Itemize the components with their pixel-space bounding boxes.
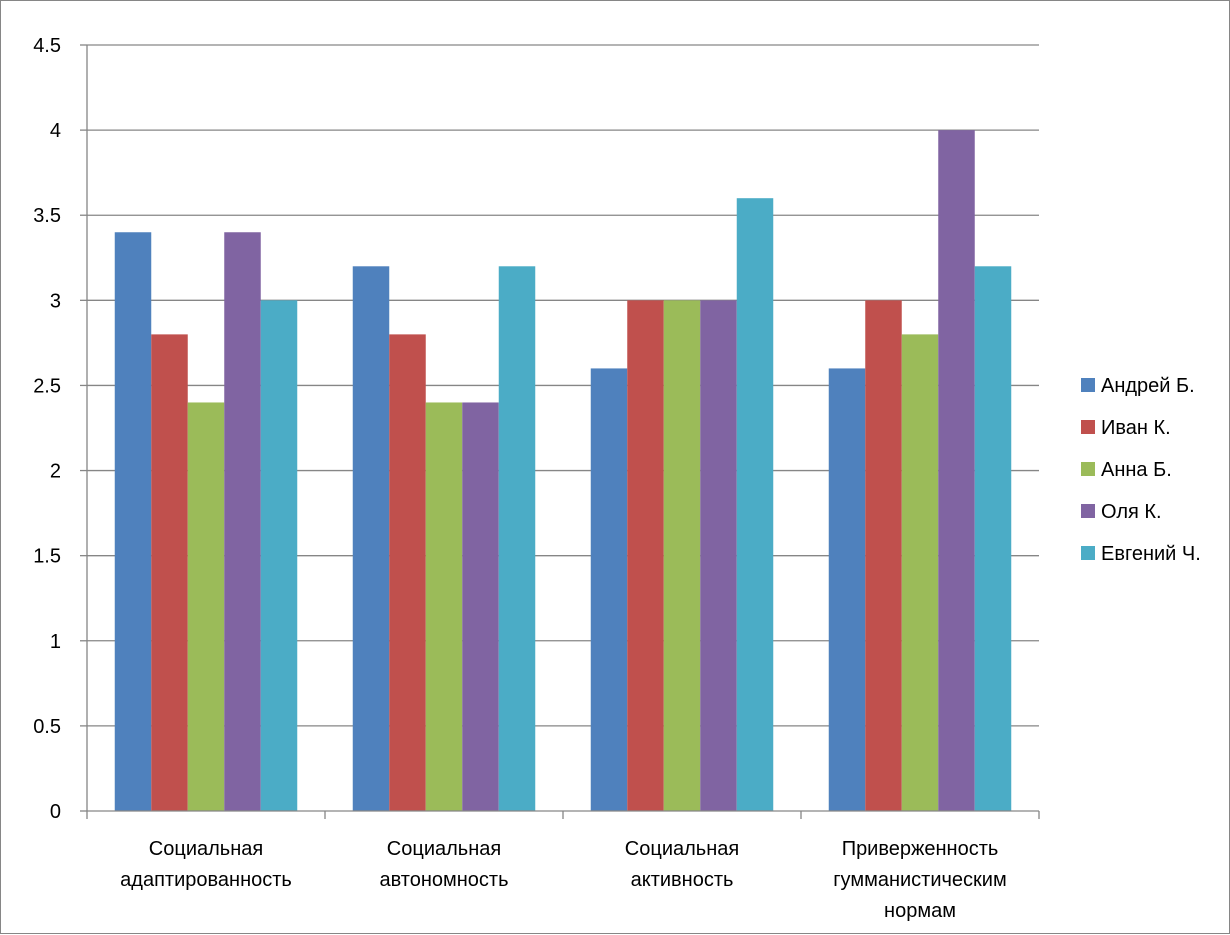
legend: Андрей Б. Иван К. Анна Б. Оля К. Евгений Ч. (1081, 375, 1201, 565)
bar (498, 266, 536, 811)
legend-swatch (1081, 546, 1095, 560)
y-tick-label: 1.5 (33, 546, 61, 568)
legend-label: Андрей Б. (1101, 375, 1195, 397)
y-tick-label: 0 (50, 801, 61, 823)
y-axis-tick-labels: 0 0.5 1 1.5 2 2.5 3 3.5 4 4.5 (33, 35, 61, 823)
legend-label: Оля К. (1101, 501, 1162, 523)
bar (187, 402, 225, 811)
bar (736, 198, 774, 811)
bar (590, 368, 628, 811)
bar (352, 266, 390, 811)
legend-swatch (1081, 420, 1095, 434)
y-tick-label: 2.5 (33, 375, 61, 397)
bar (627, 300, 664, 811)
axes (80, 44, 1040, 819)
x-axis-category-labels: Социальная адаптированность Социальная авто… (120, 838, 1007, 922)
bar (938, 130, 975, 812)
bar (901, 334, 939, 811)
x-category-label: Социальная (149, 838, 263, 860)
y-tick-label: 4.5 (33, 35, 61, 57)
bars (114, 130, 1012, 812)
bar (974, 266, 1012, 811)
x-category-label: нормам (884, 900, 956, 922)
bar (700, 300, 737, 811)
legend-swatch (1081, 462, 1095, 476)
legend-label: Евгений Ч. (1101, 543, 1201, 565)
y-tick-label: 0.5 (33, 716, 61, 738)
x-category-label: активность (631, 869, 734, 891)
y-tick-label: 3 (50, 290, 61, 312)
legend-label: Анна Б. (1101, 459, 1172, 481)
legend-swatch (1081, 504, 1095, 518)
y-tick-label: 1 (50, 631, 61, 653)
y-tick-label: 2 (50, 461, 61, 483)
legend-swatch (1081, 378, 1095, 392)
x-category-label: адаптированность (120, 869, 292, 891)
bar (389, 334, 426, 811)
x-category-label: Социальная (625, 838, 739, 860)
bar (260, 300, 298, 811)
legend-label: Иван К. (1101, 417, 1171, 439)
bar (462, 402, 499, 811)
y-tick-label: 3.5 (33, 205, 61, 227)
x-category-label: автономность (379, 869, 508, 891)
bar (663, 300, 701, 811)
y-tick-label: 4 (50, 120, 61, 142)
bar (114, 232, 152, 811)
x-category-label: Приверженность (842, 838, 999, 860)
bar (828, 368, 866, 811)
x-category-label: Социальная (387, 838, 501, 860)
bar (865, 300, 902, 811)
bar (425, 402, 463, 811)
bar (151, 334, 188, 811)
x-category-label: гумманистическим (833, 869, 1006, 891)
bar (224, 232, 261, 811)
